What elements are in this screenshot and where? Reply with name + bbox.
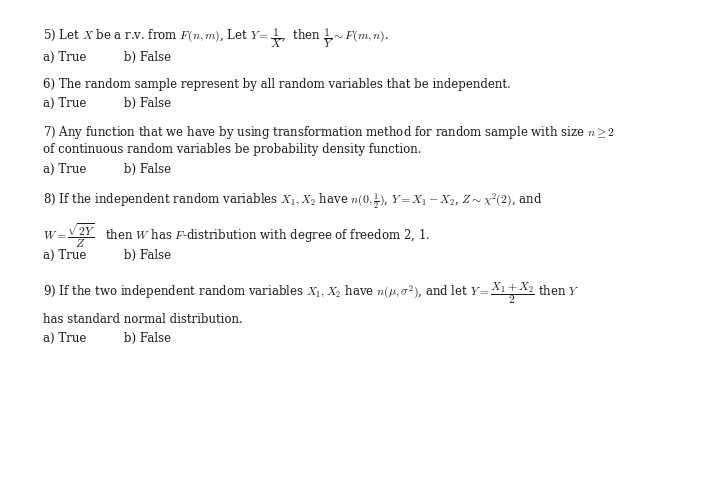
Text: a) True          b) False: a) True b) False: [43, 97, 171, 111]
Text: 8) If the independent random variables $X_1, X_2$ have $n(0,\frac{1}{2})$, $Y = : 8) If the independent random variables $…: [43, 191, 542, 212]
Text: 6) The random sample represent by all random variables that be independent.: 6) The random sample represent by all ra…: [43, 78, 511, 91]
Text: a) True          b) False: a) True b) False: [43, 163, 171, 176]
Text: a) True          b) False: a) True b) False: [43, 249, 171, 262]
Text: a) True          b) False: a) True b) False: [43, 51, 171, 64]
Text: $W = \dfrac{\sqrt{2Y}}{Z}$   then $W$ has $F$-distribution with degree of freedo: $W = \dfrac{\sqrt{2Y}}{Z}$ then $W$ has …: [43, 222, 431, 250]
Text: a) True          b) False: a) True b) False: [43, 332, 171, 345]
Text: 5) Let $X$ be a r.v. from $F(n,m)$, Let $Y = \dfrac{1}{X}$,  then $\dfrac{1}{Y} : 5) Let $X$ be a r.v. from $F(n,m)$, Let …: [43, 27, 390, 51]
Text: 7) Any function that we have by using transformation method for random sample wi: 7) Any function that we have by using tr…: [43, 124, 616, 141]
Text: 9) If the two independent random variables $X_1, X_2$ have $n(\mu,\sigma^2)$, an: 9) If the two independent random variabl…: [43, 280, 580, 306]
Text: has standard normal distribution.: has standard normal distribution.: [43, 313, 243, 326]
Text: of continuous random variables be probability density function.: of continuous random variables be probab…: [43, 143, 422, 156]
